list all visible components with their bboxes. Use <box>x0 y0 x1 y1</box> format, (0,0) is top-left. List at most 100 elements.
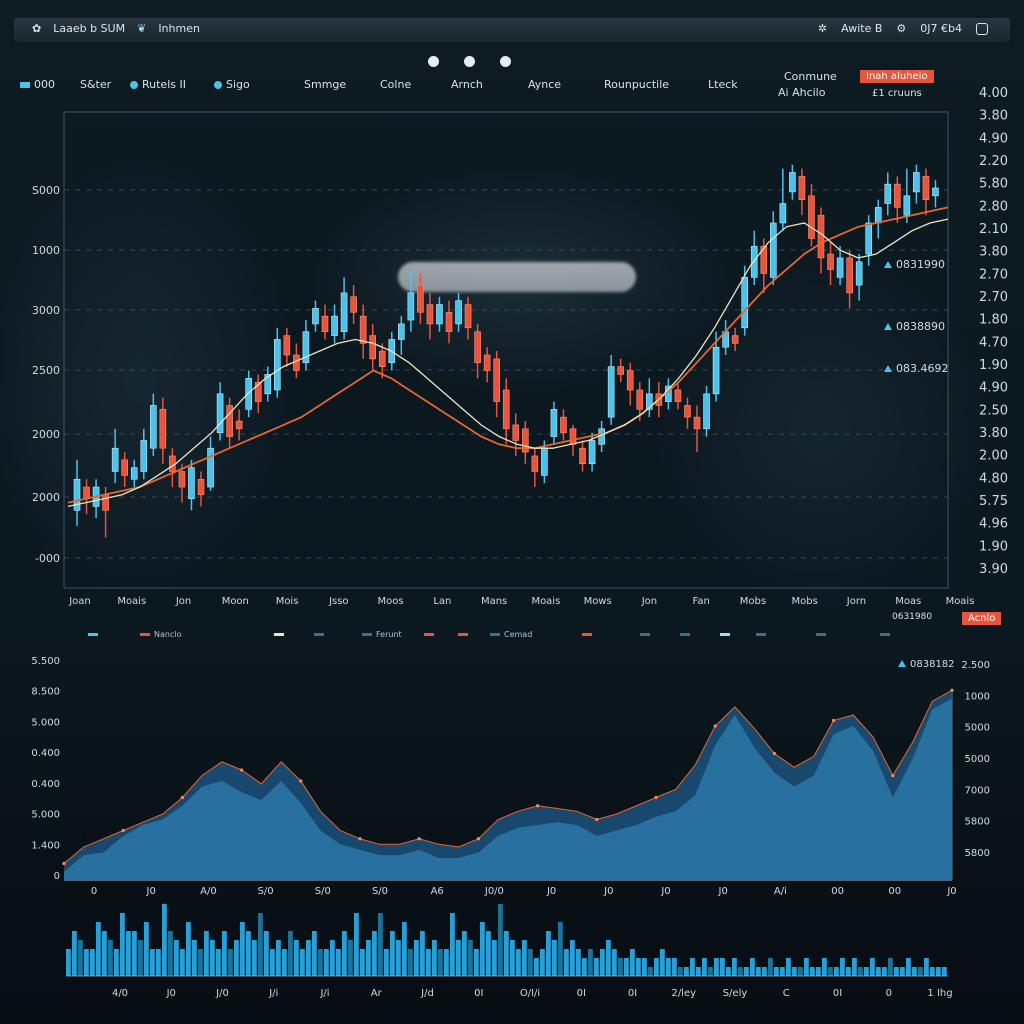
area-left-tick-label: 5.500 <box>31 656 60 667</box>
candle-down <box>693 416 701 430</box>
grid-icon <box>20 82 30 88</box>
volume-bar <box>102 931 107 976</box>
area-x-tick-label: J0 <box>546 886 556 897</box>
legend-item[interactable]: Nanclo <box>140 630 181 639</box>
menu-item-000[interactable]: 000 <box>20 78 55 91</box>
legend-item[interactable] <box>424 630 438 639</box>
legend-item[interactable] <box>458 630 472 639</box>
legend-item[interactable]: Ferunt <box>362 630 402 639</box>
volume-bar <box>408 949 413 976</box>
volume-bar <box>588 949 593 976</box>
legend-item[interactable] <box>274 630 288 639</box>
alert-badge[interactable]: Inah aluheio <box>860 70 934 83</box>
volume-bar <box>294 940 299 976</box>
volume-bar <box>414 940 419 976</box>
candle-up <box>436 304 443 325</box>
candle-up <box>340 292 348 333</box>
area-x-tick-label: A/0 <box>200 886 217 897</box>
volume-bar <box>528 949 533 976</box>
menu-item-rounpuctile[interactable]: Rounpuctile <box>604 78 670 91</box>
volume-x-tick-label: 0I <box>474 988 483 999</box>
menu-item-smmge[interactable]: Smmge <box>304 78 347 91</box>
volume-bar <box>66 949 71 976</box>
legend-item[interactable] <box>640 630 654 639</box>
volume-bar <box>792 967 797 976</box>
volume-bar <box>276 940 281 976</box>
right-axis-label: 1.80 <box>979 313 1008 328</box>
legend: Nanclo Ferunt Cemad <box>80 630 960 644</box>
candle-up <box>703 393 710 430</box>
volume-bar <box>486 931 491 976</box>
candle-down <box>512 424 520 441</box>
area-left-tick-label: 0.400 <box>31 748 60 759</box>
gear-icon[interactable]: ⚙ <box>896 22 907 35</box>
settings-icon[interactable]: ✲ <box>817 22 828 35</box>
window-close-icon[interactable] <box>976 22 988 35</box>
legend-swatch <box>720 633 730 636</box>
volume-bar <box>930 967 935 976</box>
volume-bar <box>756 967 761 976</box>
legend-item[interactable]: Cemad <box>490 630 532 639</box>
area-x-tick-label: 00 <box>831 886 844 897</box>
menu-item-rutels[interactable]: Rutels II <box>130 78 186 91</box>
volume-bar <box>612 949 617 976</box>
volume-bar <box>564 949 569 976</box>
area-point <box>536 804 540 808</box>
candle-down <box>102 494 109 511</box>
legend-label: Nanclo <box>154 630 182 639</box>
menu-item-sigo[interactable]: Sigo <box>214 78 250 91</box>
area-series-front <box>64 698 952 880</box>
area-right-tick-label: 5000 <box>965 754 990 765</box>
volume-bar <box>816 967 821 976</box>
menu-item-setter[interactable]: S&ter <box>80 78 112 91</box>
legend-item[interactable] <box>880 630 894 639</box>
menu-bar: 000 S&ter Rutels II Sigo Smmge Colne Arn… <box>18 76 738 96</box>
volume-bar <box>786 958 791 976</box>
right-axis-label: 1.90 <box>979 358 1008 373</box>
pager-dot-1[interactable] <box>428 56 439 67</box>
volume-bar <box>666 958 671 976</box>
candle-down <box>235 420 243 430</box>
legend-item[interactable] <box>582 630 596 639</box>
pager-dot-2[interactable] <box>464 56 475 67</box>
candle-down <box>378 350 386 367</box>
volume-bar <box>336 949 341 976</box>
volume-bar <box>918 967 923 976</box>
legend-item[interactable] <box>680 630 694 639</box>
main-chart-frame <box>63 111 949 589</box>
candle-up <box>741 277 748 329</box>
candle-up <box>407 292 415 321</box>
volume-bar <box>672 958 677 976</box>
legend-item[interactable] <box>314 630 328 639</box>
mid-badge[interactable]: Acnlo <box>962 612 1002 625</box>
menu-item-colne[interactable]: Colne <box>380 78 412 91</box>
volume-bar <box>78 940 83 976</box>
volume-bar <box>924 958 929 976</box>
legend-item[interactable] <box>756 630 770 639</box>
pager-dot-3[interactable] <box>500 56 511 67</box>
candle-down <box>846 257 853 294</box>
menu-item-arnch[interactable]: Arnch <box>451 78 483 91</box>
menu-item-aynce[interactable]: Aynce <box>528 78 562 91</box>
legend-item[interactable] <box>816 630 830 639</box>
candle-down <box>827 253 834 270</box>
top-right-sublabel: Ai Ahcilo <box>778 86 826 99</box>
main-x-tick-label: Moais <box>531 596 560 607</box>
candle-down <box>321 315 329 332</box>
legend-item[interactable] <box>88 630 102 639</box>
volume-bar <box>246 931 251 976</box>
legend-item[interactable] <box>720 630 734 639</box>
area-point <box>299 779 303 783</box>
candle-down <box>226 405 233 437</box>
volume-bar <box>600 949 605 976</box>
right-axis-label: 4.00 <box>979 86 1008 101</box>
candle-down <box>579 447 586 465</box>
volume-bar <box>942 967 947 976</box>
menu-item-lteck[interactable]: Lteck <box>708 78 738 91</box>
volume-bar <box>828 967 833 976</box>
area-left-tick-label: 5.000 <box>31 717 60 728</box>
area-point <box>832 718 836 723</box>
volume-bar <box>216 949 221 976</box>
candle-down <box>254 381 262 402</box>
volume-x-tick-label: J/d <box>420 988 434 999</box>
